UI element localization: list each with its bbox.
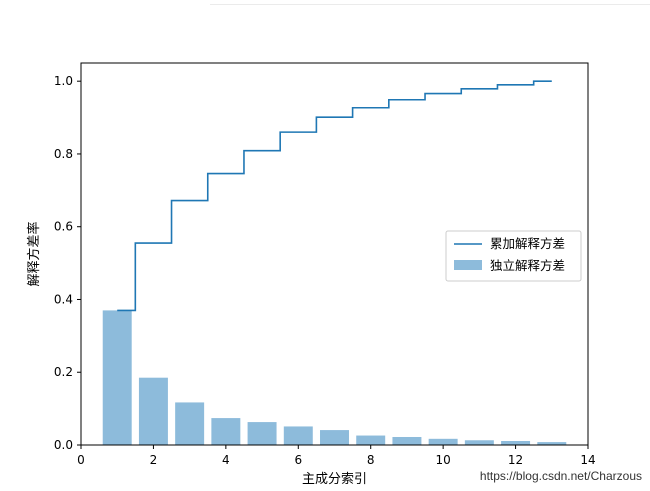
bar-pc-12 — [501, 440, 531, 445]
bar-pc-10 — [428, 438, 458, 445]
bar-pc-1 — [102, 310, 132, 445]
y-axis-label: 解释方差率 — [26, 221, 42, 286]
plot-frame — [80, 62, 589, 446]
cumulative-step-line — [117, 80, 552, 312]
bar-pc-9 — [392, 436, 422, 445]
bar-pc-5 — [247, 422, 277, 445]
x-tick-label: 4 — [222, 453, 230, 467]
legend: 累加解释方差 独立解释方差 — [445, 230, 582, 282]
x-tick-label: 14 — [580, 453, 595, 467]
y-tick-label: 0.8 — [54, 147, 73, 161]
x-tick-label: 10 — [436, 453, 451, 467]
bar-pc-11 — [464, 440, 494, 445]
bar-pc-7 — [320, 430, 349, 445]
x-axis-label: 主成分索引 — [302, 472, 367, 487]
y-ticks: 0.0 0.2 0.4 0.6 0.8 1.0 — [54, 74, 81, 452]
bar-pc-8 — [356, 435, 386, 445]
bar-pc-6 — [283, 426, 313, 445]
top-divider-line — [210, 4, 650, 5]
y-tick-label: 0.6 — [54, 220, 73, 234]
x-tick-label: 8 — [367, 453, 375, 467]
x-ticks: 0 2 4 6 8 10 12 14 — [77, 445, 596, 467]
bar-pc-4 — [211, 418, 241, 445]
legend-label-individual: 独立解释方差 — [490, 258, 565, 273]
bar-pc-13 — [537, 442, 567, 445]
y-tick-label: 0.0 — [54, 438, 73, 452]
x-tick-label: 0 — [77, 453, 85, 467]
legend-label-cumulative: 累加解释方差 — [490, 236, 565, 251]
y-tick-label: 0.2 — [54, 365, 73, 379]
bars-layer — [102, 310, 567, 445]
y-tick-label: 1.0 — [54, 74, 73, 88]
x-tick-label: 12 — [508, 453, 523, 467]
x-tick-label: 6 — [294, 453, 302, 467]
bar-pc-3 — [175, 402, 205, 445]
legend-bar-swatch — [454, 260, 482, 270]
bar-pc-2 — [138, 377, 168, 445]
step-layer — [117, 80, 552, 312]
y-tick-label: 0.4 — [54, 292, 73, 306]
x-tick-label: 2 — [150, 453, 158, 467]
watermark-text: https://blog.csdn.net/Charzous — [479, 469, 642, 483]
